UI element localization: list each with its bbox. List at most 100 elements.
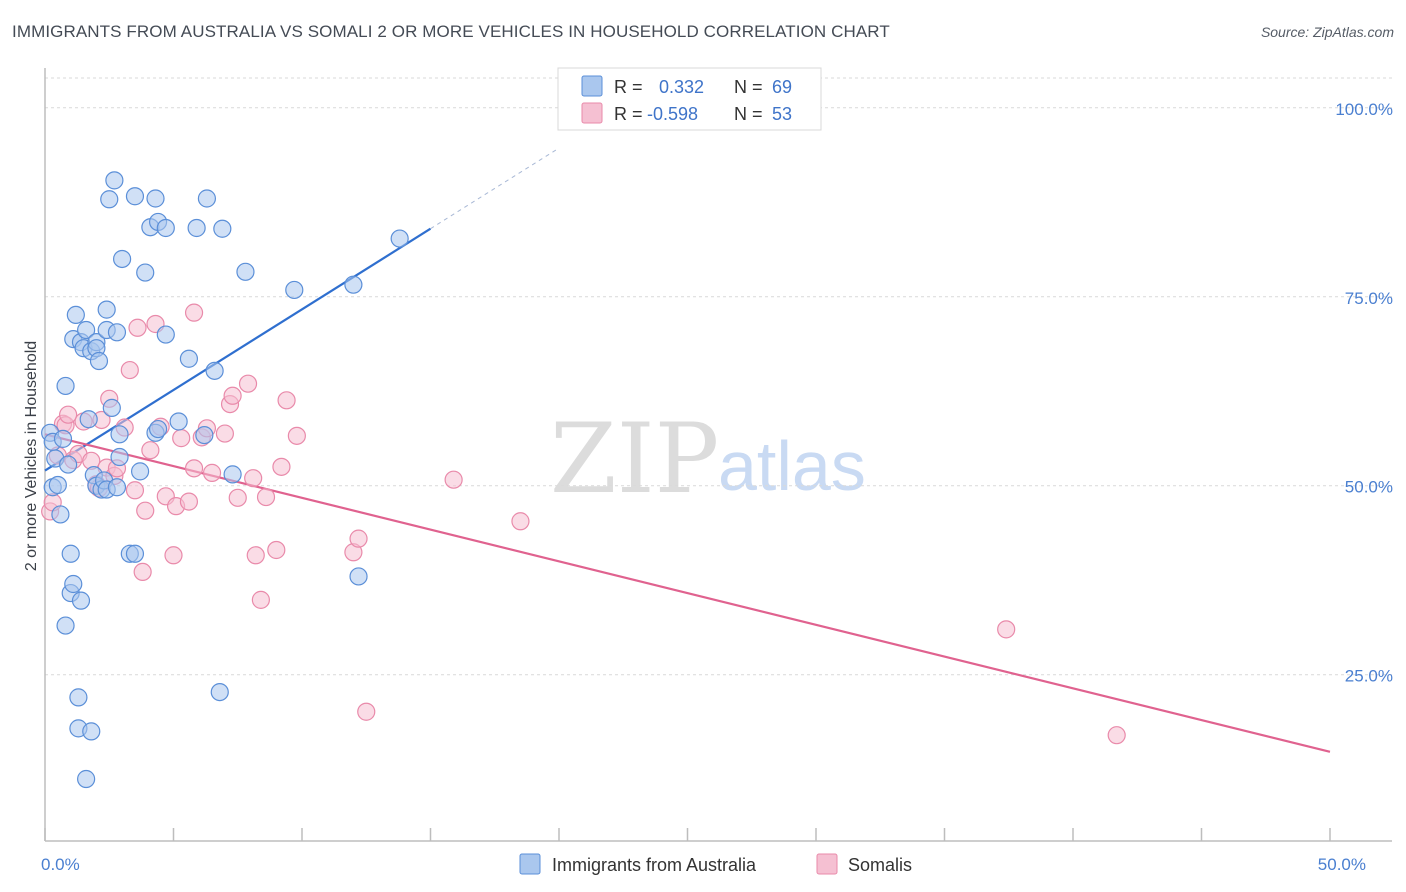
point-somalis-18 [120, 360, 139, 380]
point-australia-50 [146, 189, 165, 208]
correlation-legend: R = 0.332 N = 69 R = -0.598 N = 53 [557, 67, 822, 131]
point-somalis-42 [246, 546, 265, 565]
point-somalis-55 [1107, 726, 1126, 745]
point-australia-55 [187, 218, 206, 238]
point-australia-61 [223, 465, 242, 484]
data-points [41, 171, 1126, 789]
legend-n-value-pink: 53 [772, 104, 792, 124]
chart-title: IMMIGRANTS FROM AUSTRALIA VS SOMALI 2 OR… [12, 22, 890, 41]
legend-r-label-blue: R = [614, 77, 643, 97]
point-australia-57 [197, 189, 217, 208]
legend-n-value-blue: 69 [772, 77, 792, 97]
series-legend-label-australia: Immigrants from Australia [552, 855, 757, 875]
trend-extension-0 [430, 147, 560, 230]
y-axis-label: 2 or more Vehicles in Household [23, 341, 40, 571]
legend-r-label-pink: R = [614, 104, 643, 124]
trend-lines [44, 147, 1331, 753]
x-tick-label-1: 50.0% [1318, 855, 1366, 874]
point-somalis-40 [238, 374, 258, 393]
point-somalis-29 [172, 429, 191, 448]
source-credit: Source: ZipAtlas.com [1260, 24, 1394, 40]
point-somalis-20 [128, 318, 147, 337]
point-australia-11 [61, 544, 80, 563]
point-australia-66 [390, 229, 409, 248]
point-somalis-50 [349, 529, 368, 548]
point-australia-19 [77, 320, 96, 340]
point-australia-22 [82, 722, 101, 741]
point-somalis-51 [357, 702, 376, 721]
point-australia-15 [69, 688, 88, 707]
point-somalis-35 [202, 463, 222, 482]
point-australia-5 [51, 505, 70, 524]
point-australia-62 [236, 262, 255, 281]
point-australia-34 [102, 398, 121, 417]
point-australia-37 [107, 323, 127, 342]
point-australia-7 [56, 376, 75, 396]
point-australia-56 [195, 425, 214, 445]
point-australia-48 [148, 419, 168, 439]
legend-r-value-blue: 0.332 [659, 77, 704, 97]
y-tick-label-0: 25.0% [1345, 667, 1393, 686]
point-australia-6 [53, 429, 73, 448]
point-somalis-27 [164, 546, 183, 565]
point-australia-51 [156, 218, 175, 238]
point-somalis-39 [228, 488, 247, 507]
trend-line-1 [44, 433, 1331, 753]
point-australia-23 [77, 769, 96, 789]
legend-swatch-pink [581, 102, 603, 124]
point-australia-39 [110, 447, 129, 467]
point-australia-67 [66, 305, 85, 325]
y-tick-label-2: 75.0% [1345, 289, 1393, 308]
point-somalis-30 [179, 492, 199, 511]
point-australia-68 [89, 351, 109, 371]
point-australia-32 [97, 300, 116, 319]
point-somalis-43 [251, 590, 270, 609]
point-australia-65 [349, 567, 368, 586]
point-somalis-31 [184, 459, 204, 478]
x-tick-label-0: 0.0% [41, 855, 80, 874]
point-australia-40 [112, 249, 132, 269]
y-tick-label-3: 100.0% [1335, 100, 1393, 119]
axes: 25.0% 50.0% 75.0% 100.0% 0.0% 50.0% [41, 68, 1393, 874]
legend-n-label-pink: N = [734, 104, 763, 124]
point-somalis-47 [277, 391, 296, 410]
point-australia-38 [110, 425, 129, 444]
point-australia-8 [59, 455, 78, 474]
point-somalis-5 [59, 405, 78, 424]
point-australia-43 [125, 544, 145, 563]
series-legend-swatch-australia [519, 853, 541, 875]
point-australia-36 [107, 478, 127, 497]
point-somalis-53 [511, 512, 530, 531]
y-tick-label-1: 50.0% [1345, 478, 1393, 497]
point-somalis-48 [287, 426, 306, 445]
legend-n-label-blue: N = [734, 77, 763, 97]
point-somalis-45 [267, 540, 286, 560]
point-australia-35 [105, 171, 124, 190]
trend-line-0 [44, 227, 432, 472]
series-legend: Immigrants from Australia Somalis [519, 853, 912, 875]
point-australia-59 [213, 219, 232, 238]
point-australia-33 [100, 190, 119, 209]
point-australia-53 [169, 412, 188, 431]
point-somalis-23 [141, 441, 160, 460]
point-somalis-38 [223, 386, 242, 405]
point-australia-52 [156, 325, 175, 344]
series-legend-swatch-somalis [816, 853, 838, 875]
point-australia-20 [79, 410, 98, 429]
point-australia-45 [136, 263, 155, 282]
point-somalis-36 [215, 424, 234, 443]
point-australia-42 [125, 187, 145, 206]
point-australia-44 [130, 462, 150, 481]
series-legend-label-somalis: Somalis [848, 855, 912, 875]
watermark-atlas: atlas [718, 427, 866, 505]
point-australia-60 [210, 682, 229, 702]
point-somalis-32 [184, 303, 204, 322]
point-somalis-44 [256, 487, 276, 507]
point-somalis-41 [244, 469, 263, 488]
legend-r-value-pink: -0.598 [647, 104, 698, 124]
point-somalis-46 [272, 457, 291, 476]
point-somalis-52 [444, 470, 463, 489]
point-australia-12 [64, 574, 83, 594]
point-somalis-19 [125, 481, 145, 500]
